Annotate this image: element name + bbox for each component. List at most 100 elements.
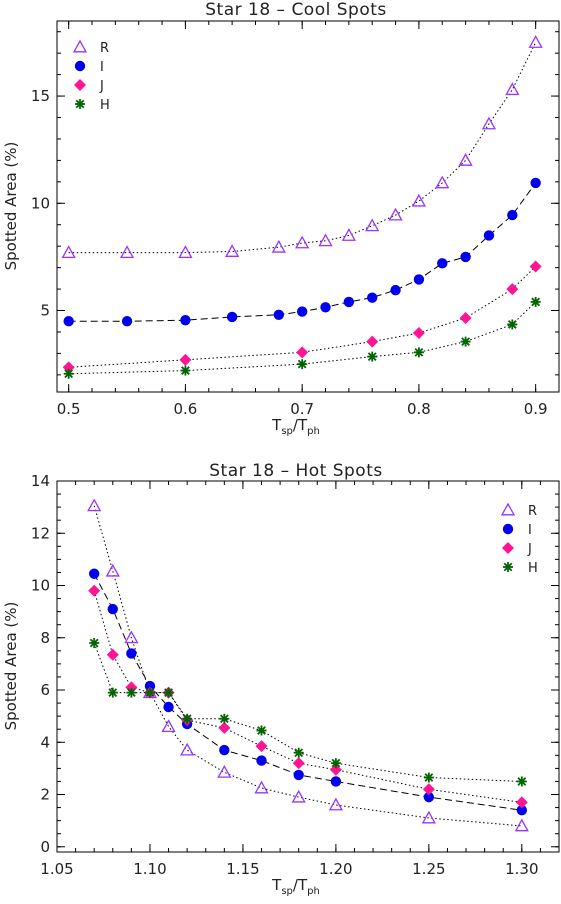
data-point-h bbox=[413, 347, 424, 358]
data-point-j bbox=[506, 283, 519, 296]
series-line-r bbox=[68, 42, 537, 254]
legend-label-i: I bbox=[100, 60, 104, 75]
plot-frame bbox=[56, 20, 560, 393]
data-point-i bbox=[219, 744, 230, 756]
data-point-h bbox=[219, 713, 230, 724]
data-point-j bbox=[515, 796, 528, 809]
axis-ticks: 1.05 1.10 1.15 1.20 1.25 1.30 0 2 4 6 8 10 12 14 bbox=[31, 472, 559, 878]
x-axis-label: Tsp/Tph bbox=[271, 876, 320, 897]
data-point-h bbox=[367, 351, 378, 362]
data-point-h bbox=[330, 758, 341, 769]
data-point-r bbox=[119, 245, 135, 259]
data-point-r bbox=[105, 563, 120, 577]
data-point-i bbox=[320, 302, 331, 313]
data-point-r bbox=[328, 797, 343, 811]
data-point-i bbox=[88, 568, 100, 579]
y-tick-label: 10 bbox=[31, 194, 50, 212]
data-point-r bbox=[291, 789, 306, 803]
data-point-h bbox=[530, 296, 541, 307]
x-tick-label: 1.20 bbox=[319, 860, 352, 878]
legend-marker-h bbox=[75, 99, 85, 109]
data-point-r bbox=[180, 742, 195, 756]
data-point-r bbox=[458, 153, 473, 166]
data-point-h bbox=[144, 687, 155, 698]
legend-label-h: H bbox=[100, 98, 110, 113]
cool-spots-panel: Star 18 – Cool Spots 0.5 0.6 0.7 0.8 0.9 5 10 1… bbox=[2, 0, 560, 437]
data-point-r bbox=[514, 818, 529, 832]
data-point-r bbox=[388, 207, 403, 221]
data-point-r bbox=[341, 228, 356, 241]
data-point-i bbox=[516, 804, 528, 816]
legend-marker-j bbox=[502, 542, 514, 554]
data-point-h bbox=[126, 687, 137, 698]
data-point-r bbox=[254, 780, 269, 794]
data-point-h bbox=[516, 776, 527, 787]
data-point-i bbox=[530, 177, 541, 189]
y-axis-label: Spotted Area (%) bbox=[2, 602, 20, 731]
data-point-i bbox=[163, 701, 174, 713]
data-point-i bbox=[256, 755, 267, 766]
data-point-h bbox=[182, 713, 193, 724]
x-tick-label: 1.05 bbox=[40, 860, 73, 878]
y-tick-label: 6 bbox=[40, 681, 50, 699]
legend-marker-r bbox=[72, 39, 88, 53]
data-point-i bbox=[367, 292, 378, 303]
legend-label-j: J bbox=[527, 542, 532, 557]
y-axis-label: Spotted Area (%) bbox=[2, 142, 20, 271]
data-point-i bbox=[121, 316, 133, 327]
data-point-i bbox=[144, 680, 156, 692]
hot-spots-panel: Star 18 – Hot Spots 1.05 1.10 1.15 1.20 1.25… bbox=[2, 461, 560, 897]
series-line-j bbox=[93, 590, 522, 803]
data-point-j bbox=[179, 353, 192, 366]
legend-marker-j bbox=[74, 79, 86, 91]
x-tick-label: 1.15 bbox=[226, 860, 259, 878]
data-point-i bbox=[273, 309, 285, 320]
x-tick-label: 0.7 bbox=[290, 400, 314, 418]
data-point-i bbox=[293, 769, 304, 781]
data-point-i bbox=[507, 209, 518, 221]
series-layer bbox=[61, 35, 543, 379]
legend-marker-i bbox=[502, 523, 514, 535]
legend-marker-h bbox=[503, 562, 513, 572]
series-line-j bbox=[68, 266, 537, 368]
data-point-i bbox=[126, 648, 137, 659]
y-tick-label: 8 bbox=[40, 629, 50, 647]
data-point-r bbox=[481, 116, 497, 130]
data-point-r bbox=[295, 235, 310, 249]
chart-title: Star 18 – Hot Spots bbox=[209, 461, 382, 481]
data-point-i bbox=[180, 314, 191, 326]
data-point-h bbox=[423, 772, 434, 783]
y-tick-label: 4 bbox=[40, 733, 50, 751]
data-point-h bbox=[63, 368, 74, 379]
data-point-i bbox=[107, 603, 118, 615]
axis-ticks: 0.5 0.6 0.7 0.8 0.9 5 10 15 bbox=[31, 21, 559, 418]
legend-label-h: H bbox=[528, 561, 538, 576]
data-point-i bbox=[226, 311, 238, 323]
data-point-r bbox=[217, 764, 232, 778]
data-point-i bbox=[63, 316, 74, 327]
data-point-r bbox=[435, 175, 450, 189]
data-point-h bbox=[180, 365, 191, 376]
data-point-r bbox=[124, 630, 139, 644]
data-point-i bbox=[423, 791, 435, 803]
data-point-j bbox=[88, 584, 101, 597]
x-axis-label-sub1: sp bbox=[281, 886, 293, 897]
series-layer bbox=[87, 498, 529, 832]
chart-title: Star 18 – Cool Spots bbox=[205, 0, 387, 20]
data-point-r bbox=[411, 193, 427, 207]
y-tick-label: 2 bbox=[40, 786, 50, 804]
series-line-r bbox=[93, 505, 522, 827]
x-axis-label-mid: /T bbox=[293, 416, 308, 434]
data-point-h bbox=[293, 747, 304, 758]
data-point-r bbox=[61, 245, 76, 259]
plot-frame bbox=[56, 480, 560, 853]
y-tick-label: 14 bbox=[31, 472, 50, 490]
data-point-i bbox=[343, 296, 355, 308]
data-point-j bbox=[422, 783, 435, 796]
data-point-j bbox=[218, 721, 231, 734]
legend-label-i: I bbox=[528, 523, 532, 538]
x-tick-label: 0.8 bbox=[407, 400, 431, 418]
